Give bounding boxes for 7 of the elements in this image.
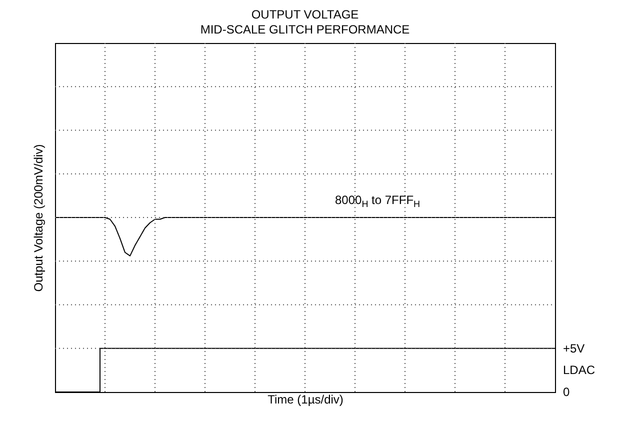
y-axis-title: Output Voltage (200mV/div) — [32, 144, 46, 292]
chart-subtitle: MID-SCALE GLITCH PERFORMANCE — [200, 22, 410, 36]
text: LDAC — [563, 363, 596, 378]
chart-title: OUTPUT VOLTAGE — [251, 8, 359, 22]
text: +5V — [563, 341, 585, 356]
x-axis-title: Time (1µs/div) — [268, 392, 344, 406]
text: 0 — [563, 385, 570, 399]
